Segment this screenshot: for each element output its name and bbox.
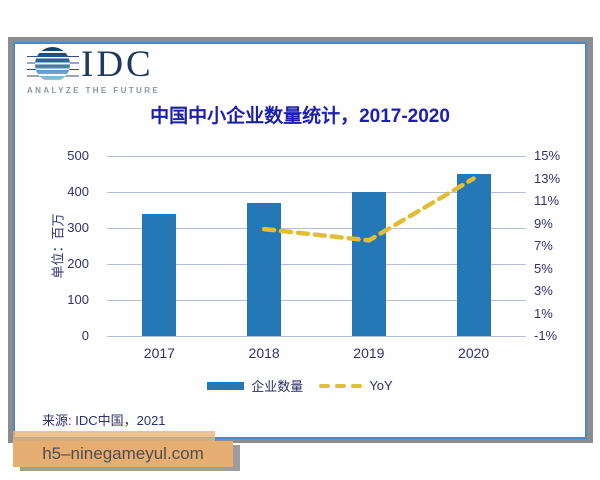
gridline [107,336,526,337]
plot-area [107,156,526,337]
left-axis-ticks: 500 400 300 200 100 0 [51,148,89,343]
yoy-line [261,176,476,243]
right-axis-tick: 9% [534,215,553,231]
bar-2017 [142,213,177,336]
right-axis-ticks: 15% 13% 11% 9% 7% 5% 3% 1% -1% [534,148,580,343]
idc-tagline: ANALYZE THE FUTURE [27,86,161,95]
legend-item-yoy: YoY [319,378,393,393]
bar-2018 [247,202,282,336]
chart-card: IDC ANALYZE THE FUTURE 中国中小企业数量统计，2017-2… [13,42,587,439]
legend-item-bars: 企业数量 [207,376,303,395]
watermark-text: h5–ninegameyul.com [13,441,233,467]
chart-title: 中国中小企业数量统计，2017-2020 [150,106,450,127]
right-axis-tick: 11% [534,193,560,208]
right-axis-tick: 15% [534,148,561,163]
idc-globe-icon [27,46,79,83]
gridlines-layer [107,156,526,337]
bar-cell [421,156,526,336]
right-axis-tick: 7% [534,238,553,253]
watermark-top-strip [13,431,215,441]
left-axis-tick: 500 [67,148,89,163]
bar-cell [317,156,422,336]
left-axis-tick: 0 [81,328,89,343]
bar-2019 [351,192,386,336]
yoy-series-swatch [319,383,363,388]
idc-logo: IDC ANALYZE THE FUTURE [27,46,160,95]
bar-series-label: 企业数量 [251,379,304,394]
yoy-line-layer [107,156,526,336]
gridline [107,264,526,265]
x-axis-label: 2017 [143,345,175,361]
bar-series-swatch [207,381,245,390]
legend: 企业数量 YoY [15,376,585,395]
gridline [107,192,526,193]
gridline [107,156,526,157]
source-note: 来源: IDC中国，2021 [42,413,166,428]
x-axis-label: 2018 [248,345,280,361]
left-axis-tick: 300 [67,220,89,235]
right-axis-tick: -1% [534,328,558,343]
gridline [107,300,526,301]
idc-logo-text: IDC [81,43,154,85]
bar-cell [107,156,212,336]
bar-2020 [456,174,491,336]
gridline [107,228,526,229]
bar-cell [212,156,317,336]
right-axis-tick: 13% [534,170,561,186]
bars-layer [107,156,526,336]
right-axis-tick: 3% [534,283,553,298]
x-axis-label: 2020 [458,345,490,361]
chart-card-frame: IDC ANALYZE THE FUTURE 中国中小企业数量统计，2017-2… [8,37,593,443]
watermark: h5–ninegameyul.com [13,431,233,467]
yoy-series-label: YoY [369,378,393,393]
yoy-line-svg [261,176,476,243]
right-axis-tick: 1% [534,305,553,321]
yoy-dash-icon [319,383,331,388]
left-axis-tick: 400 [67,184,89,199]
yoy-dash-icon [351,383,363,388]
right-axis-tick: 5% [534,260,553,276]
x-axis-labels: 2017 2018 2019 2020 [107,345,526,361]
yoy-dash-icon [335,383,347,388]
left-axis-tick: 200 [67,256,89,271]
x-axis-label: 2019 [353,345,385,361]
left-axis-tick: 100 [67,292,89,307]
